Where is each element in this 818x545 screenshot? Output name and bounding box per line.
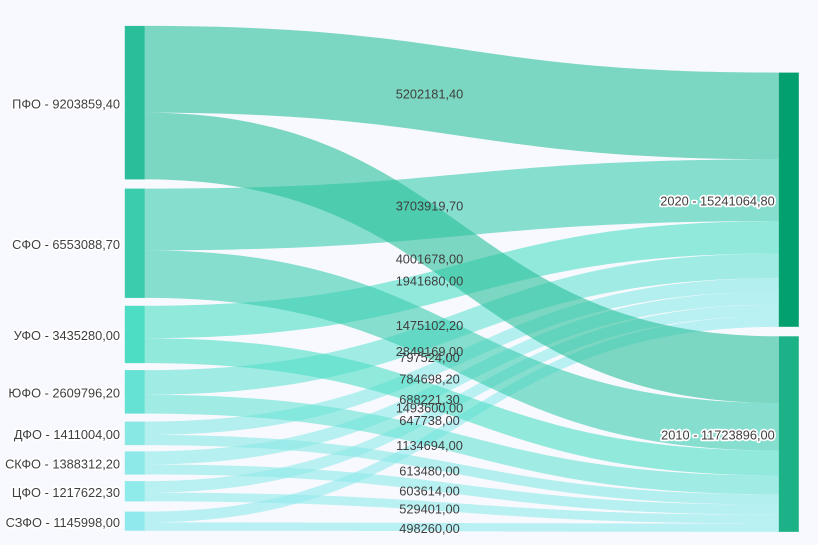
svg-text:УФО - 3435280,00: УФО - 3435280,00: [14, 328, 120, 343]
svg-text:529401,00: 529401,00: [399, 502, 460, 517]
svg-text:4001678,00: 4001678,00: [396, 252, 464, 267]
svg-text:3703919,70: 3703919,70: [396, 199, 464, 214]
svg-text:1134694,00: 1134694,00: [396, 438, 463, 453]
svg-text:1941680,00: 1941680,00: [396, 273, 464, 288]
svg-text:ЦФО - 1217622,30: ЦФО - 1217622,30: [12, 485, 120, 500]
svg-text:ПФО - 9203859,40: ПФО - 9203859,40: [12, 96, 120, 111]
svg-text:603614,00: 603614,00: [399, 483, 460, 498]
svg-text:5202181,40: 5202181,40: [396, 86, 464, 101]
svg-text:ДФО - 1411004,00: ДФО - 1411004,00: [14, 427, 120, 442]
svg-text:647738,00: 647738,00: [399, 413, 460, 428]
svg-text:ЮФО - 2609796,20: ЮФО - 2609796,20: [8, 386, 120, 401]
svg-text:498260,00: 498260,00: [399, 521, 460, 536]
svg-text:613480,00: 613480,00: [399, 463, 460, 478]
svg-text:СФО - 6553088,70: СФО - 6553088,70: [12, 237, 120, 252]
svg-text:2020 - 15241064,80: 2020 - 15241064,80: [660, 193, 775, 208]
svg-text:1475102,20: 1475102,20: [396, 318, 464, 333]
svg-text:СКФО - 1388312,20: СКФО - 1388312,20: [5, 457, 120, 472]
svg-text:СЗФО - 1145998,00: СЗФО - 1145998,00: [6, 515, 120, 530]
svg-text:688221,30: 688221,30: [399, 392, 460, 407]
svg-text:2849169,00: 2849169,00: [396, 344, 464, 359]
svg-text:1493600,00: 1493600,00: [396, 401, 464, 416]
svg-text:784698,20: 784698,20: [399, 372, 460, 387]
svg-text:2010 - 11723896,00: 2010 - 11723896,00: [661, 428, 775, 443]
svg-text:797524,00: 797524,00: [399, 350, 460, 365]
